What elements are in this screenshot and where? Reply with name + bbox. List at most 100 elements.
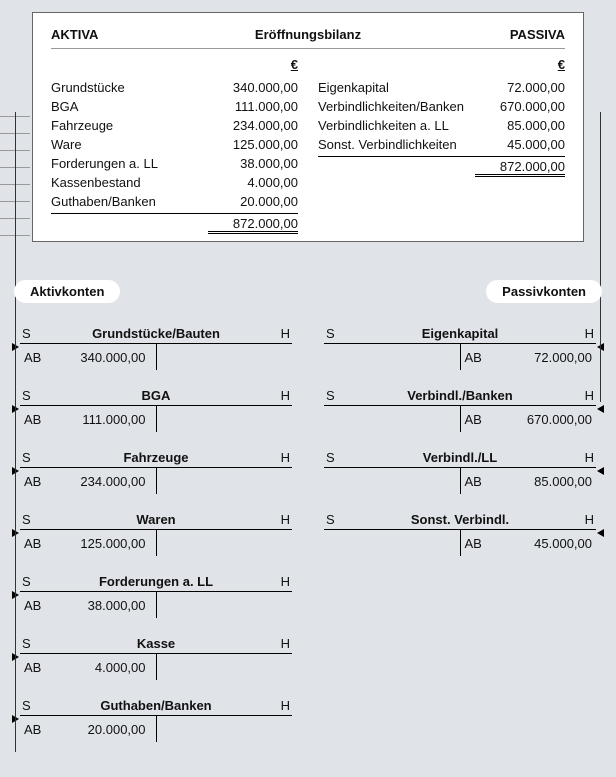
line-label: Kassenbestand	[51, 175, 141, 190]
credit-label: H	[570, 450, 594, 465]
account-title: Grundstücke/Bauten	[46, 326, 266, 341]
debit-label: S	[326, 450, 350, 465]
line-value: 45.000,00	[475, 137, 565, 152]
opening-value: 234.000,00	[54, 474, 152, 489]
ab-label: AB	[24, 598, 54, 613]
currency-label: €	[51, 53, 298, 78]
t-account: SGuthaben/BankenHAB20.000,00	[20, 698, 292, 742]
line-value: 20.000,00	[208, 194, 298, 209]
arrow-left-icon	[597, 467, 604, 475]
account-title: Eigenkapital	[350, 326, 570, 341]
opening-value: 340.000,00	[54, 350, 152, 365]
ab-label: AB	[24, 350, 54, 365]
credit-label: H	[266, 574, 290, 589]
t-account: SVerbindl./LLHAB85.000,00	[324, 450, 596, 494]
t-account: SFahrzeugeH AB234.000,00	[20, 450, 292, 494]
balance-line: Verbindlichkeiten a. LL85.000,00	[318, 116, 565, 135]
line-value: 234.000,00	[208, 118, 298, 133]
ab-label: AB	[24, 722, 54, 737]
credit-label: H	[570, 326, 594, 341]
t-account: SVerbindl./BankenH AB670.000,00	[324, 388, 596, 432]
t-account: SEigenkapitalH AB72.000,00	[324, 326, 596, 370]
t-account: SWarenH AB125.000,00	[20, 512, 292, 556]
balance-line: Guthaben/Banken20.000,00	[51, 192, 298, 211]
balance-line: Kassenbestand 4.000,00	[51, 173, 298, 192]
line-label: Verbindlichkeiten/Banken	[318, 99, 464, 114]
debit-label: S	[22, 636, 46, 651]
opening-value: 45.000,00	[495, 536, 593, 551]
debit-label: S	[22, 326, 46, 341]
flow-line-left	[15, 112, 16, 752]
credit-label: H	[266, 450, 290, 465]
aktiva-total: 872.000,00	[51, 213, 298, 231]
debit-label: S	[326, 512, 350, 527]
account-title: Kasse	[46, 636, 266, 651]
t-account: SBGAHAB111.000,00	[20, 388, 292, 432]
opening-value: 38.000,00	[54, 598, 152, 613]
line-label: Fahrzeuge	[51, 118, 113, 133]
balance-line: Ware 125.000,00	[51, 135, 298, 154]
opening-value: 85.000,00	[495, 474, 593, 489]
credit-label: H	[266, 512, 290, 527]
credit-label: H	[266, 388, 290, 403]
debit-label: S	[22, 388, 46, 403]
balance-line: BGA111.000,00	[51, 97, 298, 116]
passiva-column: € Eigenkapital 72.000,00 Verbindlichkeiten…	[308, 53, 565, 231]
t-account: SSonst. Verbindl.H AB45.000,00	[324, 512, 596, 556]
debit-label: S	[22, 698, 46, 713]
t-account: SForderungen a. LLHAB38.000,00	[20, 574, 292, 618]
line-value: 125.000,00	[208, 137, 298, 152]
balance-line: Grundstücke 340.000,00	[51, 78, 298, 97]
line-value: 340.000,00	[208, 80, 298, 95]
balance-line: Forderungen a. LL38.000,00	[51, 154, 298, 173]
balance-center-title: Eröffnungsbilanz	[33, 27, 583, 42]
opening-value: 4.000,00	[54, 660, 152, 675]
credit-label: H	[266, 326, 290, 341]
account-title: Forderungen a. LL	[46, 574, 266, 589]
aktivkonten-label: Aktivkonten	[14, 280, 120, 303]
line-label: Ware	[51, 137, 82, 152]
account-title: BGA	[46, 388, 266, 403]
account-title: Verbindl./Banken	[350, 388, 570, 403]
account-title: Waren	[46, 512, 266, 527]
line-value: 4.000,00	[208, 175, 298, 190]
t-accounts-area: SGrundstücke/BautenHAB340.000,00SBGAHAB1…	[20, 326, 596, 742]
ab-label: AB	[24, 536, 54, 551]
opening-value: 72.000,00	[495, 350, 593, 365]
credit-label: H	[570, 512, 594, 527]
t-account: SGrundstücke/BautenH AB340.000,00	[20, 326, 292, 370]
account-title: Sonst. Verbindl.	[350, 512, 570, 527]
debit-label: S	[326, 388, 350, 403]
ab-label: AB	[465, 474, 495, 489]
ab-label: AB	[24, 474, 54, 489]
opening-balance-box: AKTIVA Eröffnungsbilanz PASSIVA € Grunds…	[32, 12, 584, 242]
credit-label: H	[570, 388, 594, 403]
currency-label: €	[318, 53, 565, 78]
ab-label: AB	[24, 660, 54, 675]
passiva-total: 872.000,00	[318, 156, 565, 174]
ab-label: AB	[465, 350, 495, 365]
line-label: Eigenkapital	[318, 80, 389, 95]
line-value: 670.000,00	[475, 99, 565, 114]
opening-value: 670.000,00	[495, 412, 593, 427]
line-label: Grundstücke	[51, 80, 125, 95]
balance-line: Sonst. Verbindlichkeiten45.000,00	[318, 135, 565, 154]
ab-label: AB	[465, 536, 495, 551]
line-value: 72.000,00	[475, 80, 565, 95]
passivkonten-label: Passivkonten	[486, 280, 602, 303]
debit-label: S	[326, 326, 350, 341]
ab-label: AB	[465, 412, 495, 427]
line-label: Verbindlichkeiten a. LL	[318, 118, 449, 133]
debit-label: S	[22, 450, 46, 465]
balance-line: Fahrzeuge 234.000,00	[51, 116, 298, 135]
balance-line: Eigenkapital 72.000,00	[318, 78, 565, 97]
flow-line-right	[600, 112, 601, 402]
opening-value: 125.000,00	[54, 536, 152, 551]
debit-label: S	[22, 512, 46, 527]
account-title: Fahrzeuge	[46, 450, 266, 465]
aktiva-column: € Grundstücke340.000,00BGA111.000,00Fahr…	[51, 53, 308, 231]
ab-label: AB	[24, 412, 54, 427]
line-label: Forderungen a. LL	[51, 156, 158, 171]
line-value: 111.000,00	[208, 99, 298, 114]
account-title: Guthaben/Banken	[46, 698, 266, 713]
